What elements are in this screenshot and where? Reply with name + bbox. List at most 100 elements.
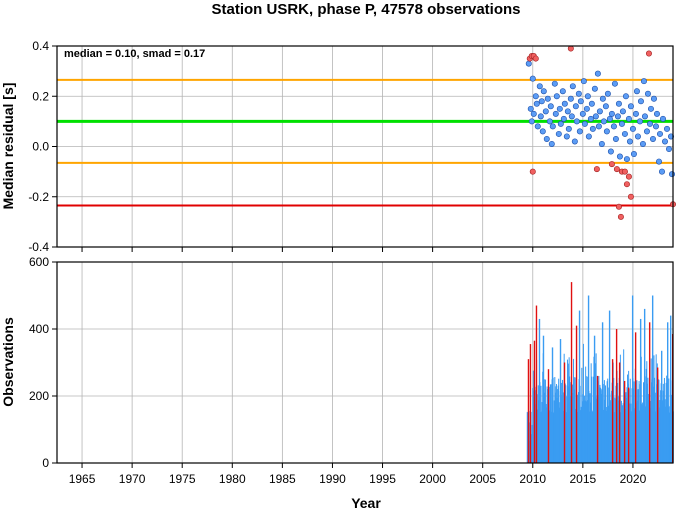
observation-peak-bar	[643, 308, 646, 463]
residual-point	[641, 113, 648, 120]
observation-bar	[605, 410, 607, 463]
observation-bar	[662, 383, 664, 463]
outlier-observation-bar	[623, 380, 626, 463]
observation-bar	[570, 395, 572, 463]
residual-point	[552, 110, 559, 117]
residual-reference-lines	[57, 78, 673, 207]
outlier-observation-bar	[527, 359, 530, 463]
observation-bar	[541, 402, 543, 463]
residual-point	[563, 133, 570, 140]
outlier-point	[532, 55, 539, 62]
observation-bar	[537, 385, 539, 463]
residual-point	[577, 98, 584, 105]
residual-point	[561, 100, 568, 107]
observation-bar	[584, 395, 586, 463]
observation-bar	[663, 390, 665, 463]
residual-point	[568, 113, 575, 120]
residual-x-tick-marks	[81, 247, 634, 252]
observation-bar	[564, 383, 566, 463]
observation-peak-bar	[666, 322, 669, 463]
outlier-point	[645, 50, 652, 57]
observation-bar	[613, 412, 615, 463]
residual-point	[616, 153, 623, 160]
observation-bar	[573, 389, 575, 463]
observation-bar	[590, 363, 592, 463]
observation-bar	[655, 392, 657, 463]
observation-bar	[622, 405, 624, 463]
residual-point	[633, 88, 640, 95]
residual-point	[632, 110, 639, 117]
outlier-observation-bar	[611, 359, 614, 463]
observation-bar	[574, 377, 576, 463]
residual-point	[581, 120, 588, 127]
residual-point	[560, 115, 567, 122]
observation-bar	[655, 354, 657, 463]
observation-bar	[646, 361, 648, 463]
observations-panel: 0 200 400 600 1965 1970 1975 1980 1985 1990 1995 2…	[0, 255, 674, 511]
observation-bar	[668, 412, 670, 463]
observation-peak-bar	[601, 322, 604, 463]
observation-bar	[581, 401, 583, 463]
outlier-observation-bar	[547, 369, 550, 463]
observation-bar	[586, 400, 588, 463]
observation-bar	[583, 400, 585, 463]
residual-point	[599, 95, 606, 102]
observation-bar	[664, 399, 666, 463]
observation-bar	[556, 397, 558, 463]
outlier-point	[613, 166, 620, 173]
residual-point	[600, 118, 607, 125]
x-tick-label: 1970	[119, 472, 146, 486]
observation-bar	[624, 408, 626, 463]
outlier-observation-bar	[648, 322, 651, 463]
observation-peak-bar	[551, 347, 554, 463]
residual-point	[627, 103, 634, 110]
observation-bar	[654, 411, 656, 463]
observation-peak-bar	[559, 339, 562, 463]
observation-bar	[595, 363, 597, 463]
observation-bar	[657, 379, 659, 463]
outlier-point	[593, 166, 600, 173]
observation-bar	[660, 390, 662, 463]
observation-bar	[567, 386, 569, 463]
observation-bar	[577, 411, 579, 463]
observation-bar	[565, 385, 567, 463]
observations-y-tick-label: 400	[29, 322, 49, 336]
observation-bar	[620, 400, 622, 463]
observation-bar	[550, 384, 552, 463]
observation-bar	[611, 390, 613, 463]
residual-point	[555, 130, 562, 137]
residual-point	[565, 125, 572, 132]
observation-bar	[646, 383, 648, 463]
residual-y-tick-label: 0.4	[32, 39, 49, 53]
observation-bar	[576, 394, 578, 463]
observation-peak-bar	[639, 318, 642, 463]
residual-point	[529, 75, 536, 82]
observation-bar	[641, 402, 643, 463]
outlier-point	[567, 45, 574, 52]
residual-point	[663, 125, 670, 132]
residual-point	[668, 171, 675, 178]
observation-bar	[623, 349, 625, 463]
x-tick-label: 1965	[69, 472, 96, 486]
observation-bar	[650, 358, 652, 463]
residual-point	[653, 110, 660, 117]
observation-bar	[607, 378, 609, 463]
observation-bar	[555, 384, 557, 463]
x-axis-label: Year	[351, 495, 381, 511]
x-tick-label: 1990	[319, 472, 346, 486]
observation-bar	[543, 379, 545, 463]
observation-bar	[557, 385, 559, 463]
observation-bar	[557, 389, 559, 463]
residual-point	[547, 103, 554, 110]
outlier-observation-bar	[533, 340, 536, 463]
observation-bar	[636, 400, 638, 463]
observation-bar	[621, 405, 623, 463]
observation-bar	[635, 402, 637, 463]
observation-bar	[545, 403, 547, 463]
outlier-observation-bar	[570, 282, 573, 463]
residual-point	[556, 105, 563, 112]
residual-point	[623, 156, 630, 163]
observation-peak-bar	[631, 295, 634, 463]
residual-point	[532, 93, 539, 100]
